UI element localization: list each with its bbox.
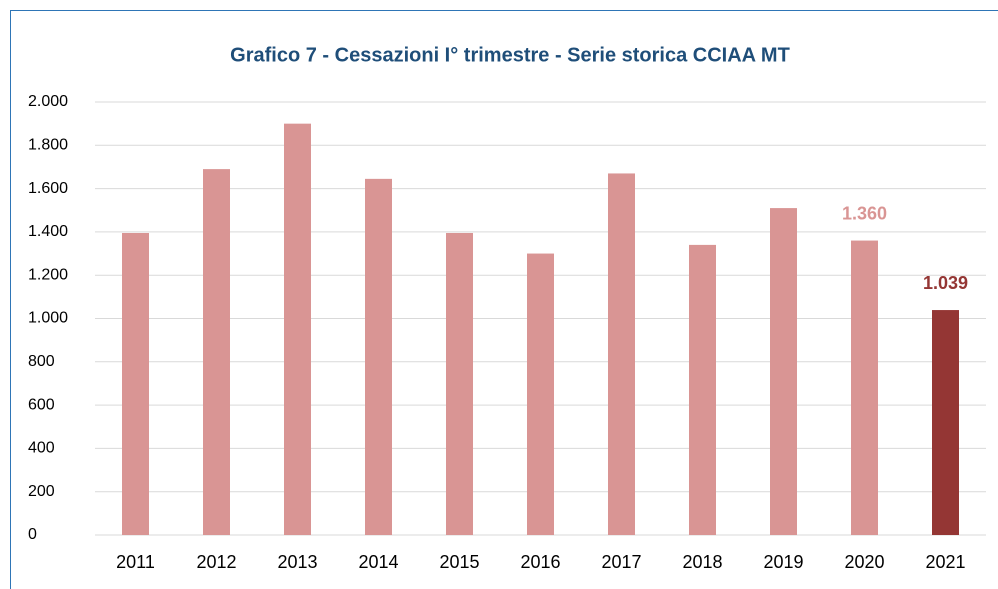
- y-tick-label: 1.600: [28, 180, 68, 197]
- bar: [365, 178, 392, 536]
- bar: [122, 232, 149, 536]
- data-label: 1.360: [842, 203, 887, 223]
- x-tick-label: 2017: [601, 552, 641, 572]
- bar: [203, 169, 230, 536]
- bar: [851, 240, 878, 535]
- y-tick-label: 1.000: [28, 310, 68, 327]
- y-tick-label: 1.200: [28, 266, 68, 283]
- x-tick-label: 2016: [520, 552, 560, 572]
- x-tick-label: 2014: [358, 552, 398, 572]
- bar: [608, 173, 635, 535]
- x-tick-label: 2020: [844, 552, 884, 572]
- y-tick-label: 2.000: [28, 93, 68, 110]
- y-tick-label: 800: [28, 353, 55, 370]
- bar: [770, 208, 797, 535]
- y-tick-label: 0: [28, 526, 37, 543]
- x-tick-label: 2018: [682, 552, 722, 572]
- chart-title: Grafico 7 - Cessazioni I° trimestre - Se…: [230, 44, 790, 66]
- x-tick-label: 2021: [925, 552, 965, 572]
- x-tick-label: 2011: [116, 552, 155, 572]
- x-tick-label: 2015: [439, 552, 479, 572]
- x-tick-label: 2013: [277, 552, 317, 572]
- bar: [932, 310, 959, 535]
- bar: [527, 253, 554, 536]
- y-tick-label: 600: [28, 396, 55, 413]
- y-tick-label: 200: [28, 483, 55, 500]
- y-tick-label: 400: [28, 440, 55, 457]
- x-tick-label: 2019: [763, 552, 803, 572]
- x-tick-label: 2012: [196, 552, 236, 572]
- bar: [689, 244, 716, 535]
- data-label: 1.039: [923, 273, 968, 293]
- y-tick-label: 1.400: [28, 223, 68, 240]
- y-tick-label: 1.800: [28, 137, 68, 154]
- bar: [446, 232, 473, 536]
- chart-frame: [10, 10, 998, 589]
- bar: [284, 123, 311, 536]
